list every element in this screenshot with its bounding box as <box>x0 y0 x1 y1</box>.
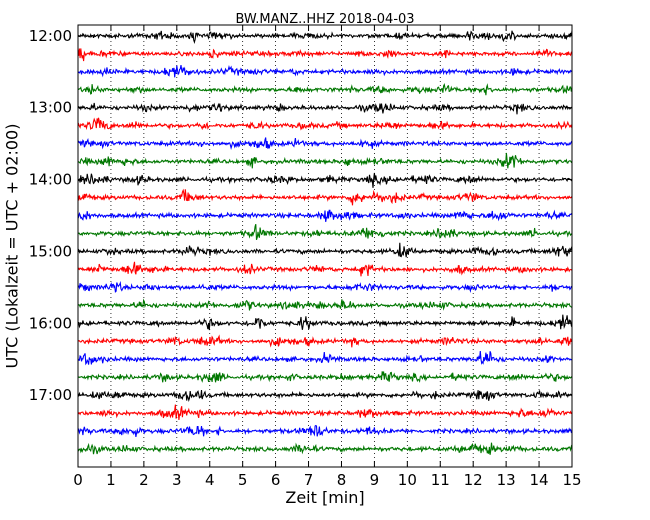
seismic-trace <box>77 30 573 44</box>
seismic-traces <box>77 30 573 455</box>
seismic-trace <box>77 48 573 62</box>
x-tick-label: 6 <box>271 471 281 489</box>
seismic-trace <box>77 152 573 169</box>
y-tick-label: 14:00 <box>29 171 72 189</box>
x-tick-label: 10 <box>398 471 417 489</box>
y-tick-label: 17:00 <box>29 386 72 404</box>
x-tick-label: 11 <box>431 471 450 489</box>
y-tick-label: 16:00 <box>29 314 72 332</box>
y-tick-label: 12:00 <box>29 27 72 45</box>
x-tick-label: 5 <box>238 471 248 489</box>
seismic-trace <box>77 224 573 241</box>
seismic-trace <box>77 83 573 96</box>
seismic-trace <box>77 334 573 348</box>
x-tick-label: 0 <box>73 471 83 489</box>
seismic-trace <box>77 389 573 402</box>
seismic-trace <box>77 137 573 151</box>
seismic-trace <box>77 261 573 277</box>
x-tick-label: 13 <box>497 471 516 489</box>
seismic-trace <box>77 64 573 78</box>
x-tick-label: 14 <box>530 471 549 489</box>
y-tick-label: 15:00 <box>29 242 72 260</box>
x-tick-label: 12 <box>464 471 483 489</box>
x-tick-label: 8 <box>337 471 347 489</box>
seismic-trace <box>77 404 573 421</box>
seismic-trace <box>77 314 573 331</box>
y-tick-label: 13:00 <box>29 99 72 117</box>
seismic-trace <box>77 280 573 294</box>
seismic-trace <box>77 117 573 131</box>
seismic-trace <box>77 442 573 455</box>
seismic-trace <box>77 102 573 115</box>
x-tick-label: 15 <box>562 471 581 489</box>
x-tick-label: 4 <box>205 471 215 489</box>
x-tick-label: 1 <box>106 471 116 489</box>
axis-ticks: 0 1 2 3 4 5 6 7 8 9 10 11 12 13 14 1512:0013:0014:0015:… <box>29 25 582 489</box>
x-tick-label: 7 <box>304 471 314 489</box>
seismic-trace <box>77 298 572 311</box>
x-axis-label: Zeit [min] <box>285 488 365 507</box>
seismic-trace <box>77 351 573 366</box>
seismic-trace <box>77 242 573 258</box>
y-axis-label: UTC (Lokalzeit = UTC + 02:00) <box>2 123 22 369</box>
seismic-trace <box>77 172 573 188</box>
x-tick-label: 3 <box>172 471 182 489</box>
seismic-trace <box>77 188 573 206</box>
plot-frame <box>77 24 573 468</box>
seismic-trace <box>77 209 573 222</box>
x-tick-label: 9 <box>370 471 380 489</box>
chart-title: BW.MANZ..HHZ 2018-04-03 <box>235 12 415 27</box>
x-tick-label: 2 <box>139 471 149 489</box>
seismic-trace <box>77 424 573 437</box>
seismic-trace <box>77 371 573 383</box>
